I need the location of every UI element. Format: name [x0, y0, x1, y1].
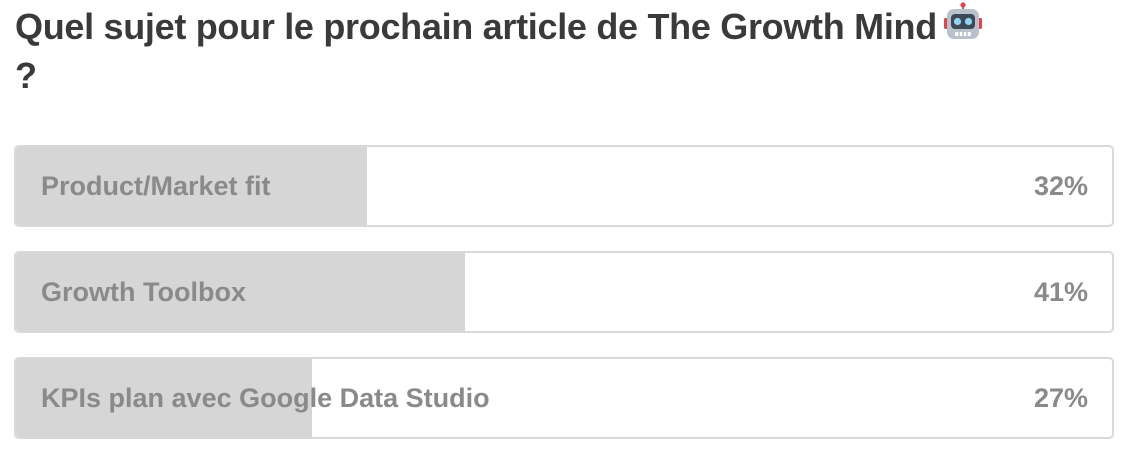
poll-options: Product/Market fit 32% Growth Toolbox 41…	[14, 145, 1114, 454]
poll-option-bar	[16, 359, 312, 437]
poll-option-percent: 27%	[1033, 383, 1088, 413]
robot-face-icon	[943, 2, 983, 53]
poll-option-bar	[16, 147, 367, 225]
poll-option-percent: 41%	[1033, 277, 1088, 307]
poll-option-label: KPIs plan avec Google Data Studio	[41, 383, 490, 413]
poll-option-growth-toolbox[interactable]: Growth Toolbox 41%	[14, 251, 1114, 333]
poll-option-label: Growth Toolbox	[41, 277, 246, 307]
poll-question-text: Quel sujet pour le prochain article de T…	[15, 6, 937, 47]
poll-option-kpis-plan[interactable]: KPIs plan avec Google Data Studio 27%	[14, 357, 1114, 439]
poll-option-product-market-fit[interactable]: Product/Market fit 32%	[14, 145, 1114, 227]
poll-option-percent: 32%	[1033, 171, 1088, 201]
poll-option-label: Product/Market fit	[41, 171, 271, 201]
poll-question: Quel sujet pour le prochain article de T…	[15, 2, 1105, 99]
poll-option-bar	[16, 253, 466, 331]
poll-question-mark: ?	[15, 55, 37, 96]
